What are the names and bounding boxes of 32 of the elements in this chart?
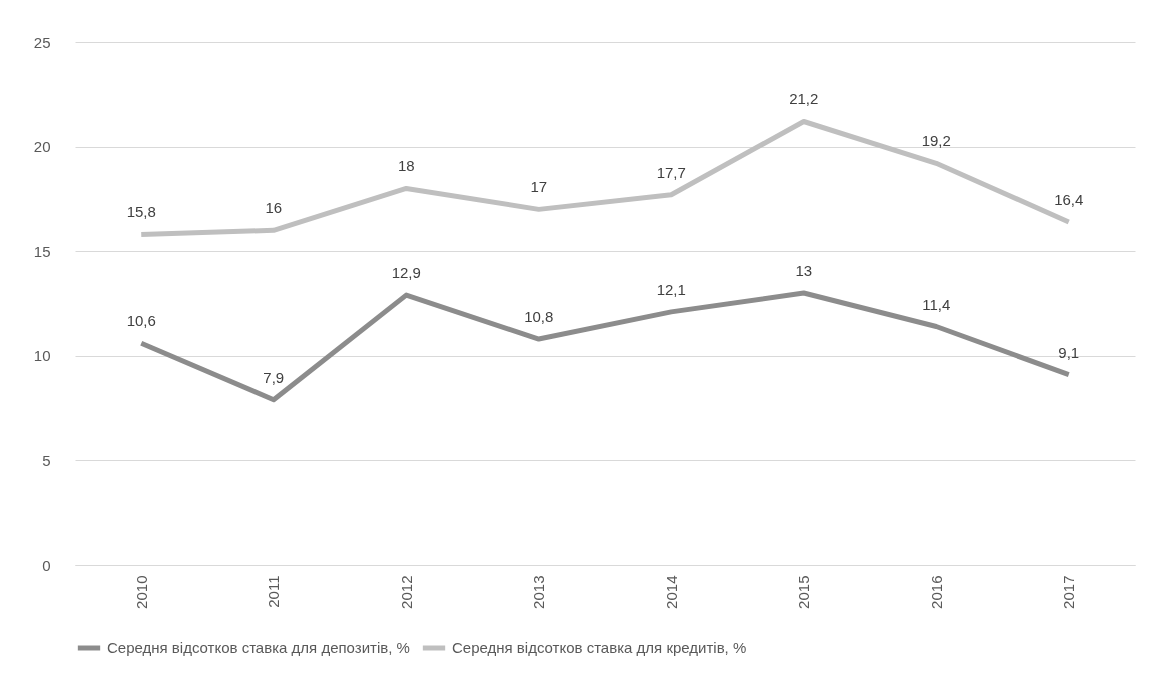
x-tick-label: 2016 [927, 575, 945, 609]
data-label: 12,1 [656, 280, 686, 298]
x-tick-label: 2012 [397, 575, 415, 609]
y-tick-label: 5 [42, 451, 51, 469]
y-tick-label: 15 [33, 242, 51, 260]
legend-label: Середня відсотков ставка для депозитів, % [107, 639, 410, 656]
y-tick-label: 10 [33, 347, 51, 365]
data-label: 9,1 [1058, 343, 1080, 361]
data-label: 17 [530, 178, 548, 196]
data-label: 7,9 [263, 368, 285, 386]
data-label: 16,4 [1054, 190, 1084, 208]
y-tick-label: 25 [33, 33, 51, 51]
y-tick-label: 0 [42, 556, 51, 574]
data-label: 21,2 [789, 90, 819, 108]
x-tick-label: 2015 [795, 575, 813, 609]
data-label: 11,4 [922, 295, 951, 313]
data-label: 10,6 [126, 312, 156, 330]
data-label: 17,7 [656, 163, 686, 181]
x-tick-label: 2017 [1060, 575, 1078, 609]
legend-label: Середня відсотков ставка для кредитів, % [452, 639, 747, 656]
data-label: 12,9 [391, 264, 421, 282]
x-tick-label: 2014 [662, 575, 680, 609]
data-label: 18 [397, 157, 415, 175]
data-label: 16 [265, 199, 283, 217]
x-tick-label: 2010 [132, 575, 150, 609]
x-tick-label: 2011 [265, 575, 283, 608]
data-label: 15,8 [126, 203, 156, 221]
x-tick-label: 2013 [530, 575, 548, 609]
data-label: 10,8 [524, 308, 554, 326]
data-label: 13 [795, 262, 813, 280]
y-tick-label: 20 [33, 138, 51, 156]
data-label: 19,2 [921, 132, 951, 150]
